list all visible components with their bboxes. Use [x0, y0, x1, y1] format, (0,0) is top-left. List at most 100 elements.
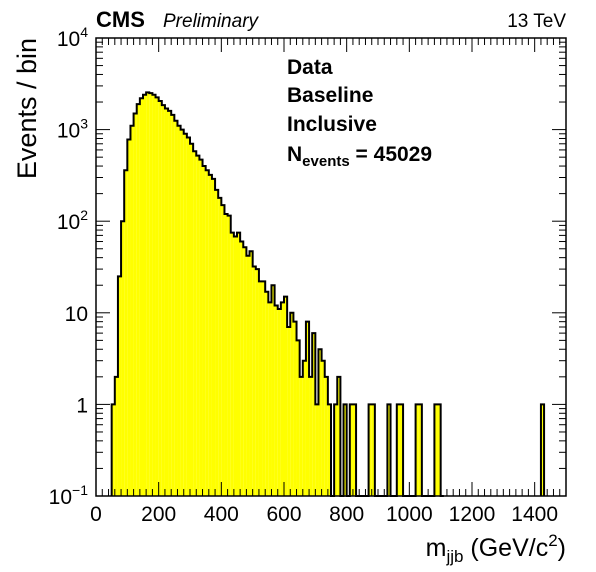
- nevents-subscript: events: [302, 153, 350, 170]
- histogram-bar: [315, 404, 319, 496]
- x-tick-label: 1200: [449, 503, 496, 526]
- histogram-bar: [155, 97, 159, 496]
- histogram-bar: [183, 133, 187, 496]
- histogram-bar: [337, 376, 341, 496]
- histogram-bar: [149, 93, 153, 497]
- histogram-bar: [211, 178, 216, 496]
- cms-label: CMS: [96, 7, 145, 32]
- legend-data: Data: [287, 56, 333, 79]
- histogram-bar: [305, 321, 310, 496]
- histogram-bar: [290, 312, 294, 496]
- y-axis-title: Events / bin: [12, 38, 42, 179]
- histogram-bar: [152, 94, 156, 497]
- histogram-bar: [124, 170, 128, 497]
- histogram-bar: [224, 213, 228, 496]
- histogram-bar: [262, 281, 266, 496]
- histogram-bar: [127, 139, 131, 496]
- histogram-bar: [158, 101, 162, 497]
- histogram-bar: [174, 120, 178, 496]
- histogram-bar: [177, 125, 181, 496]
- histogram-bar: [240, 241, 244, 496]
- x-axis: 0 200 400 600 800 1000 1200 1400: [90, 38, 567, 526]
- histogram-bar: [387, 404, 391, 496]
- x-axis-title-unit-sup: 2: [548, 531, 557, 550]
- x-axis-title-unit: (GeV/c: [463, 534, 548, 562]
- histogram-bar: [249, 251, 253, 496]
- histogram-bar: [199, 159, 203, 496]
- histogram-bar: [371, 404, 375, 496]
- histogram-bar: [221, 205, 225, 496]
- histogram-bar: [299, 376, 303, 496]
- histogram-bar: [230, 232, 234, 496]
- histogram-bar: [396, 404, 400, 496]
- histogram-bar: [136, 104, 140, 497]
- histogram-bar: [233, 236, 237, 497]
- histogram-bar: [274, 305, 278, 496]
- x-axis-title: mjjb (GeV/c2): [426, 531, 566, 566]
- histogram-bar: [327, 404, 331, 496]
- y-tick-label: 10−1: [49, 482, 89, 509]
- histogram-bar: [208, 174, 212, 496]
- histogram-bar: [271, 285, 275, 496]
- histogram-bar: [321, 360, 325, 496]
- histogram-bar: [415, 404, 419, 496]
- histogram-bar: [324, 376, 328, 496]
- energy-label: 13 TeV: [507, 11, 566, 32]
- histogram-bar: [312, 333, 316, 496]
- histogram-bar: [146, 92, 150, 497]
- preliminary-label: Preliminary: [163, 11, 260, 32]
- histogram-bar: [343, 404, 347, 496]
- histogram-outline: [110, 91, 546, 497]
- histogram-bar: [186, 137, 190, 497]
- histogram-bar: [243, 247, 247, 496]
- histogram-bar: [302, 360, 306, 496]
- x-tick-label: 600: [266, 503, 301, 526]
- histogram-bar: [252, 266, 256, 496]
- histogram-bar: [540, 404, 545, 496]
- histogram-bar: [280, 302, 284, 496]
- histogram-bar: [168, 110, 172, 496]
- y-tick-label: 1: [76, 394, 88, 417]
- histogram-bar: [196, 155, 200, 497]
- histogram-bar: [193, 151, 197, 496]
- histogram-bar: [202, 166, 206, 496]
- y-axis: 10−1 1 10 102 103 104: [49, 24, 566, 509]
- histogram-bar: [277, 309, 281, 496]
- nevents-symbol: N: [287, 143, 302, 166]
- histogram-bins: [110, 91, 546, 497]
- y-tick-label: 104: [57, 24, 88, 51]
- histogram-bar: [437, 404, 441, 496]
- histogram-bar: [180, 129, 184, 496]
- histogram-bar: [237, 232, 241, 496]
- histogram-bar: [309, 376, 313, 496]
- nevents-value: = 45029: [350, 143, 432, 166]
- y-tick-label: 102: [57, 207, 88, 234]
- histogram-bar: [334, 404, 338, 496]
- histogram-bar: [218, 197, 222, 497]
- histogram-bar: [258, 281, 263, 496]
- legend-baseline: Baseline: [287, 84, 373, 107]
- histogram-bar: [293, 321, 297, 496]
- histogram-bar: [368, 404, 372, 496]
- histogram-bar: [434, 404, 438, 496]
- x-tick-label: 0: [90, 503, 102, 526]
- x-tick-label: 800: [329, 503, 364, 526]
- histogram-bar: [318, 349, 322, 496]
- histogram-bar: [349, 404, 353, 496]
- histogram-bar: [246, 255, 250, 496]
- histogram-bar: [139, 98, 143, 497]
- histogram-bar: [215, 189, 219, 496]
- legend-nevents: Nevents = 45029: [287, 143, 432, 170]
- histogram-bar: [117, 276, 122, 496]
- histogram-bar: [205, 170, 209, 497]
- legend-inclusive: Inclusive: [287, 113, 377, 136]
- histogram-bar: [284, 296, 288, 496]
- plot-frame: [95, 37, 567, 497]
- histogram-bar: [161, 105, 165, 496]
- histogram-bar: [287, 326, 291, 496]
- histogram-bar: [265, 291, 269, 496]
- x-tick-label: 400: [204, 503, 239, 526]
- histogram-bar: [418, 404, 422, 496]
- histogram-bar: [121, 221, 125, 496]
